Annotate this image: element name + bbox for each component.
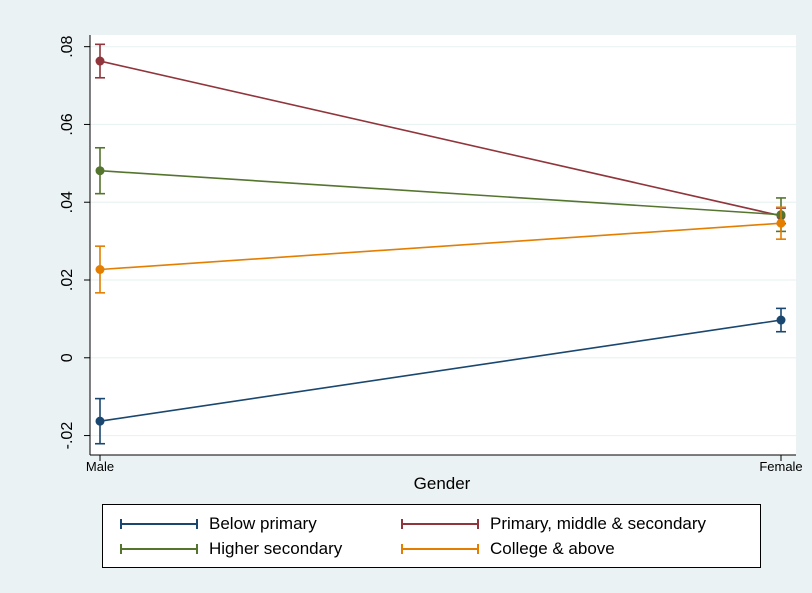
x-axis-title: Gender xyxy=(414,474,471,493)
legend-swatch-below-primary xyxy=(120,519,198,529)
chart-plot: -.02 0 .02 .04 .06 .08 Male Female Gender xyxy=(59,35,803,493)
series-layer xyxy=(95,43,786,445)
axis-layer: -.02 0 .02 .04 .06 .08 Male Female xyxy=(59,35,803,474)
legend-item-college-above: College & above xyxy=(400,538,615,560)
legend-swatch-higher-secondary xyxy=(120,544,198,554)
series-3 xyxy=(95,206,786,294)
series-line xyxy=(99,222,782,271)
y-tick-label: .02 xyxy=(59,269,76,291)
y-tick-label: 0 xyxy=(59,353,76,362)
data-point xyxy=(95,56,105,66)
data-point xyxy=(95,166,105,176)
y-tick-label: .04 xyxy=(59,191,76,213)
series-line xyxy=(99,60,782,217)
legend-label-below-primary: Below primary xyxy=(209,514,317,533)
data-point xyxy=(95,265,105,274)
series-line xyxy=(99,169,782,216)
legend-swatch-primary-middle-secondary xyxy=(401,519,479,529)
plot-area xyxy=(90,35,796,455)
data-point xyxy=(776,315,786,325)
x-tick-label: Male xyxy=(86,459,114,474)
grid-layer xyxy=(90,46,796,437)
legend-item-primary-middle-secondary: Primary, middle & secondary xyxy=(400,513,706,535)
legend-label-college-above: College & above xyxy=(490,539,615,558)
legend-label-higher-secondary: Higher secondary xyxy=(209,539,343,558)
data-point xyxy=(95,416,105,426)
legend-label-primary-middle-secondary: Primary, middle & secondary xyxy=(490,514,707,533)
legend-item-below-primary: Below primary xyxy=(119,513,317,535)
series-line xyxy=(99,319,782,422)
y-tick-label: .08 xyxy=(59,35,76,57)
legend-swatch-college-above xyxy=(401,544,479,554)
y-tick-label: .06 xyxy=(59,113,76,135)
legend-item-higher-secondary: Higher secondary xyxy=(119,538,342,560)
series-0 xyxy=(95,307,786,445)
data-point xyxy=(776,218,786,228)
x-tick-label: Female xyxy=(759,459,802,474)
y-tick-label: -.02 xyxy=(59,422,76,450)
legend: Below primary Primary, middle & secondar… xyxy=(102,504,761,568)
